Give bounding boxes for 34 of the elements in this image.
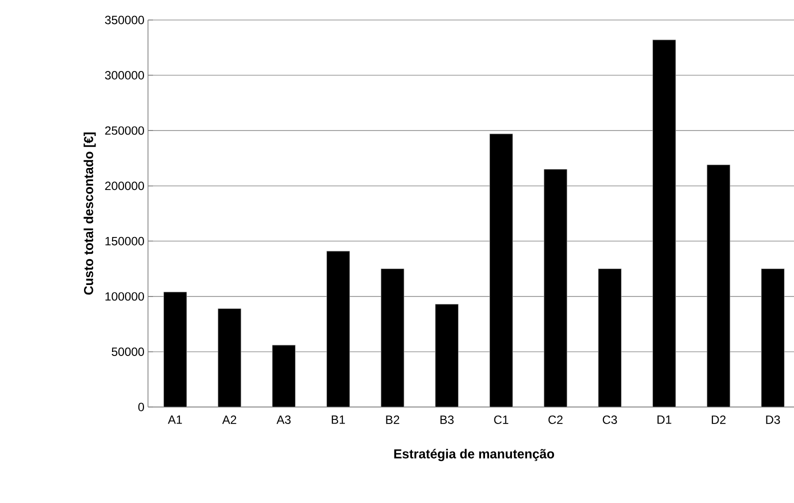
bar — [761, 268, 785, 407]
bar — [544, 169, 568, 407]
y-tick-label: 200000 — [105, 182, 144, 190]
x-tick-label: C1 — [494, 416, 508, 424]
bar — [598, 268, 622, 407]
bar — [272, 344, 296, 407]
x-tick-label: C2 — [548, 416, 563, 424]
x-tick-label: A1 — [168, 416, 182, 424]
bar — [163, 292, 187, 407]
bar — [652, 40, 676, 407]
y-tick-label: 250000 — [105, 126, 144, 135]
x-tick-label: D3 — [766, 416, 780, 424]
x-tick-label: C3 — [602, 416, 617, 424]
bar — [435, 304, 459, 407]
bar — [218, 308, 242, 407]
bar — [380, 268, 404, 407]
bar — [489, 134, 513, 407]
x-tick-label: A3 — [276, 416, 291, 424]
x-tick-label: B1 — [332, 416, 345, 424]
x-axis-title: Estratégia de manutenção — [394, 448, 554, 462]
y-tick-label: 150000 — [105, 236, 144, 246]
y-tick-label: 50000 — [112, 347, 144, 356]
bar — [326, 250, 350, 407]
x-tick-label: D2 — [712, 416, 726, 424]
y-tick-label: 100000 — [105, 292, 144, 301]
x-tick-label: D1 — [658, 416, 672, 424]
x-tick-label: B3 — [440, 416, 454, 424]
y-tick-label: 0 — [138, 402, 144, 412]
bar — [706, 164, 730, 407]
x-tick-label: B2 — [386, 416, 400, 424]
y-axis-title: Custo total descontado [€] — [84, 132, 96, 295]
x-tick-label: A2 — [222, 416, 236, 424]
y-tick-label: 300000 — [105, 71, 144, 80]
y-tick-label: 350000 — [105, 16, 144, 24]
